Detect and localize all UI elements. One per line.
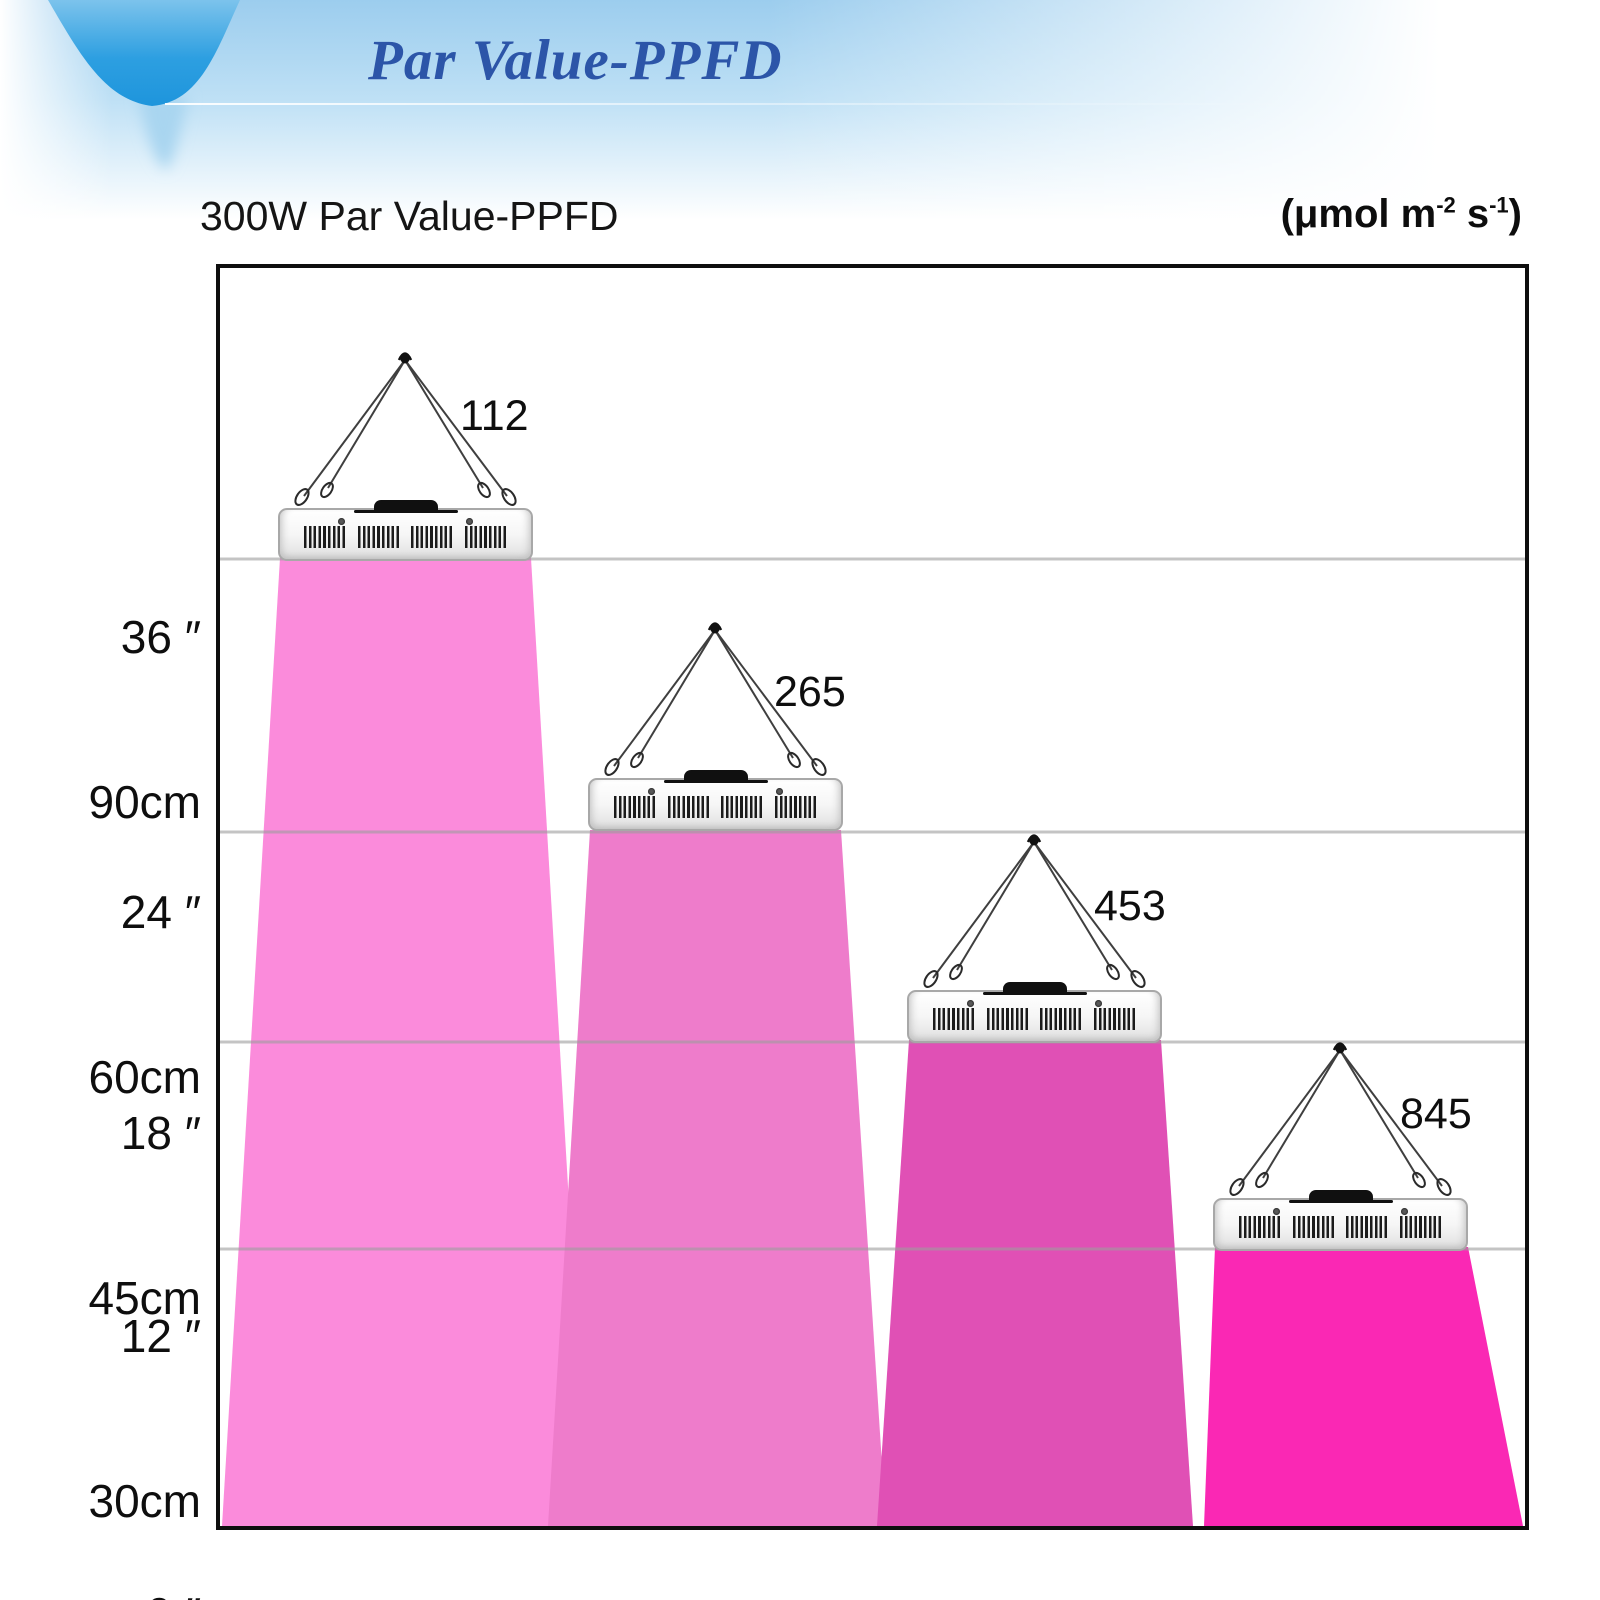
screw-icon (967, 1000, 974, 1007)
y-tick-36in: 36 ″ 90cm (0, 500, 201, 940)
screw-icon (648, 788, 655, 795)
y-tick-18in: 18 ″ 45cm (0, 996, 201, 1436)
handle (982, 982, 1087, 995)
plot-area (216, 264, 1529, 1530)
hanging-wires-icon (1229, 1042, 1452, 1196)
page-title: Par Value-PPFD (368, 29, 783, 92)
ppfd-value-36in: 112 (460, 392, 529, 440)
grow-light-fixture-18in (907, 832, 1162, 1043)
y-tick-inches: 0 ″ (0, 1587, 201, 1600)
y-tick-inches: 24 ″ (120, 886, 201, 938)
y-tick-12in: 12 ″ 30cm (0, 1199, 201, 1600)
light-panel (588, 770, 843, 831)
hanging-wires-icon (294, 352, 517, 506)
ppfd-value-24in: 265 (774, 668, 846, 716)
y-tick-inches: 18 ″ (120, 1107, 201, 1159)
y-tick-0in: 0 ″ (0, 1477, 201, 1600)
y-tick-cm: 90cm (88, 776, 201, 828)
water-drip-decoration-icon (48, 0, 240, 170)
vent-slots (304, 526, 507, 548)
unit-label: (μmol m-2 s-1) (1281, 192, 1522, 237)
handle (663, 770, 768, 783)
light-beams-layer (220, 557, 1525, 1526)
handle (1288, 1190, 1393, 1203)
unit-text: s (1455, 192, 1490, 236)
unit-superscript: -1 (1489, 192, 1509, 218)
screw-icon (1095, 1000, 1102, 1007)
y-tick-cm: 60cm (88, 1051, 201, 1103)
light-beam-18in (877, 1040, 1193, 1526)
vent-slots (614, 796, 817, 818)
light-panel (907, 982, 1162, 1043)
header-band: Par Value-PPFD (0, 0, 1600, 220)
y-tick-inches: 36 ″ (120, 611, 201, 663)
light-beam-24in (548, 830, 886, 1526)
vent-slots (1239, 1216, 1442, 1238)
grow-light-fixture-36in (278, 350, 533, 561)
ppfd-value-18in: 453 (1094, 882, 1166, 930)
screw-icon (776, 788, 783, 795)
chart-title: 300W Par Value-PPFD (200, 193, 619, 239)
header-divider (165, 103, 1315, 105)
light-beam-12in (1204, 1247, 1523, 1526)
drip-shape (48, 0, 240, 106)
light-panel (1213, 1190, 1468, 1251)
screw-icon (466, 518, 473, 525)
vent-slots (933, 1008, 1136, 1030)
y-tick-inches: 12 ″ (120, 1310, 201, 1362)
grow-light-fixture-12in (1213, 1040, 1468, 1251)
hanging-wires-icon (604, 622, 827, 776)
drip-tail (138, 92, 188, 170)
unit-text: (μmol m (1280, 192, 1437, 236)
y-tick-cm: 30cm (88, 1475, 201, 1527)
screw-icon (1401, 1208, 1408, 1215)
hanging-wires-icon (923, 834, 1146, 988)
unit-superscript: -2 (1436, 192, 1456, 218)
handle (353, 500, 458, 513)
screw-icon (1273, 1208, 1280, 1215)
y-tick-24in: 24 ″ 60cm (0, 775, 201, 1215)
y-tick-cm: 45cm (88, 1272, 201, 1324)
ppfd-value-12in: 845 (1400, 1090, 1472, 1138)
light-panel (278, 500, 533, 561)
unit-text: ) (1508, 192, 1522, 236)
grow-light-fixture-24in (588, 620, 843, 831)
screw-icon (338, 518, 345, 525)
